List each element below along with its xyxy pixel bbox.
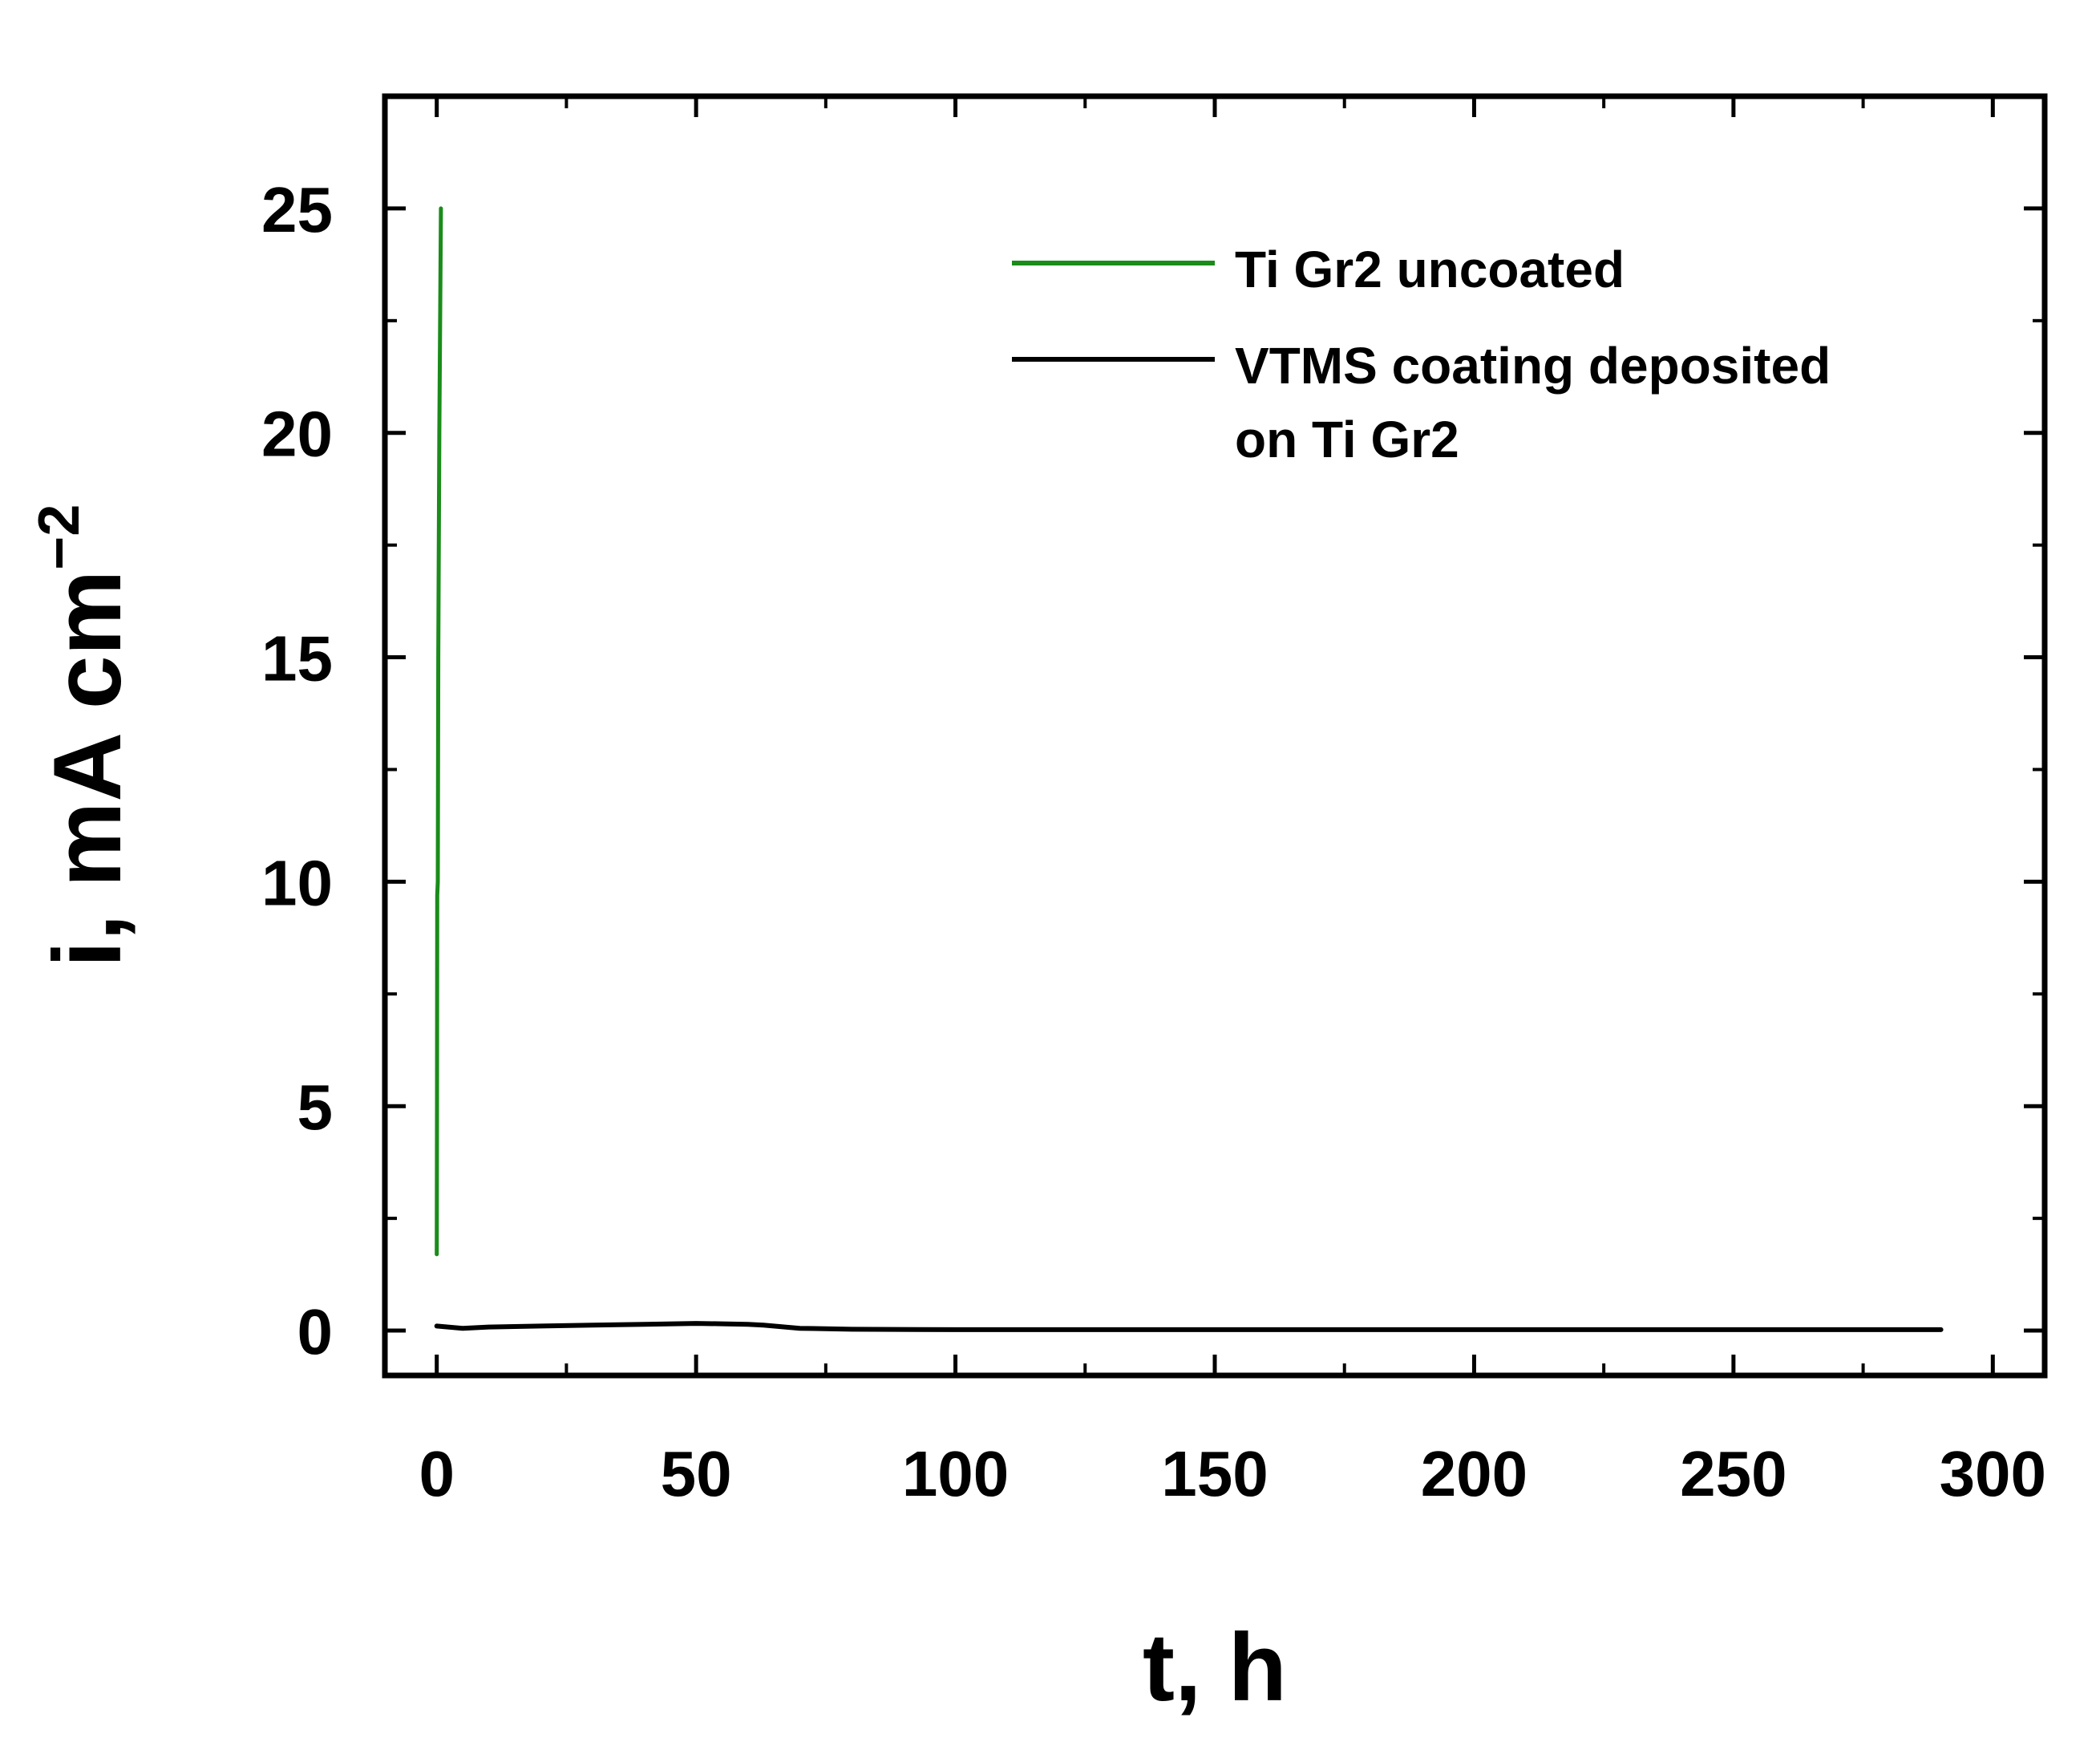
y-axis-title-main: i, mA cm — [34, 570, 141, 968]
x-axis-title: t, h — [1143, 1614, 1287, 1721]
x-tick-label: 50 — [661, 1438, 732, 1509]
tick-labels: 0 50 100 150 200 250 300 0 5 10 15 20 25 — [261, 174, 2046, 1509]
plot-frame — [382, 93, 2048, 1379]
y-tick-label: 10 — [261, 847, 333, 918]
legend-label-2: on Ti Gr2 — [1235, 411, 1459, 468]
y-axis-title-superscript: −2 — [27, 504, 91, 570]
x-tick-label: 150 — [1161, 1438, 1268, 1509]
legend-label-2: VTMS coating deposited — [1235, 337, 1831, 395]
x-tick-label: 200 — [1421, 1438, 1527, 1509]
x-tick-label: 250 — [1680, 1438, 1786, 1509]
y-tick-label: 15 — [261, 623, 333, 695]
y-tick-label: 5 — [297, 1071, 334, 1143]
y-tick-label: 20 — [261, 399, 333, 470]
axis-ticks — [385, 96, 2045, 1375]
chart-marks — [434, 206, 1944, 1332]
x-tick-label: 300 — [1940, 1438, 2046, 1509]
series-line-1 — [435, 206, 443, 1257]
legend: Ti Gr2 uncoated VTMS coating deposited on … — [1012, 241, 1831, 468]
x-tick-label: 100 — [902, 1438, 1009, 1509]
y-tick-label: 0 — [297, 1296, 334, 1367]
y-axis-title: i, mA cm−2 — [27, 504, 141, 968]
x-tick-label: 0 — [419, 1438, 455, 1509]
legend-label-1: Ti Gr2 uncoated — [1235, 241, 1625, 298]
series-line-2 — [434, 1321, 1944, 1332]
y-tick-label: 25 — [261, 174, 333, 245]
